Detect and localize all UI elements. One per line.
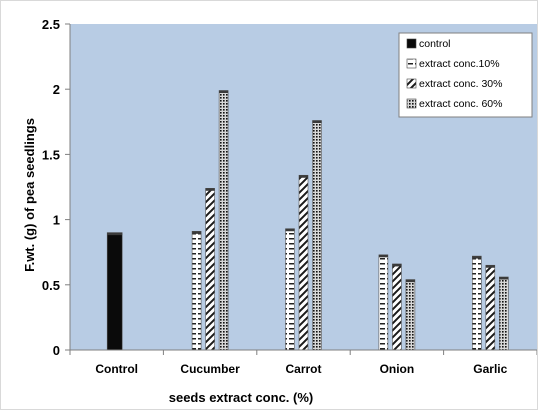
bar-control-series-0 (106, 232, 123, 351)
bar-carrot-series-1 (285, 228, 295, 351)
bar-cucumber-series-3 (218, 90, 229, 351)
bar-cap (192, 231, 202, 234)
x-tick-label-cucumber: Cucumber (180, 362, 240, 376)
bar-garlic-series-2 (485, 264, 496, 351)
legend-items: control extract conc.10% extract conc. 30%… (406, 38, 502, 110)
bar-cap (107, 232, 123, 236)
y-tick-label: 0.5 (42, 278, 60, 293)
bar-onion-series-1 (378, 254, 389, 351)
bar-cap (299, 175, 308, 178)
legend-swatch-3 (406, 98, 417, 109)
bar-cap (392, 263, 402, 267)
bar-cap (312, 120, 322, 123)
legend: control extract conc.10% extract conc. 30%… (398, 32, 533, 118)
bar-carrot-series-2 (298, 174, 309, 351)
legend-label-3: extract conc. 60% (419, 98, 502, 110)
bar-carrot-series-3 (312, 120, 322, 351)
x-axis-label: seeds extract conc. (%) (169, 390, 314, 405)
bar-cap (499, 276, 509, 280)
bar-cap (205, 188, 215, 191)
bar-garlic-series-1 (471, 255, 482, 351)
bar-cap (219, 90, 229, 94)
bar-cap (285, 228, 295, 232)
bar-cucumber-series-1 (191, 231, 202, 351)
bar-cap (472, 256, 482, 259)
bar-cap (405, 279, 415, 283)
y-tick-label: 2 (53, 82, 60, 97)
y-tick-label: 0 (53, 343, 60, 358)
bar-onion-series-3 (405, 279, 416, 351)
bars-layer (106, 90, 509, 351)
y-axis-label: F.wt. (g) of pea seedlings (22, 118, 37, 272)
legend-label-0: control (419, 38, 451, 50)
x-tick-label-carrot: Carrot (285, 362, 321, 376)
legend-box (398, 32, 533, 118)
x-tick-label-onion: Onion (380, 362, 415, 376)
labels-layer: 0 0.5 1 1.5 2 2.5 Control Cucumber Carrot Onion Ga… (42, 17, 508, 376)
legend-swatch-1 (406, 58, 417, 69)
legend-label-1: extract conc.10% (419, 58, 500, 70)
axes-layer (65, 23, 538, 355)
legend-swatch-2 (406, 78, 417, 89)
x-tick-label-control: Control (95, 362, 138, 376)
bar-garlic-series-3 (498, 276, 509, 351)
y-tick-label: 1.5 (42, 147, 60, 162)
bar-cap (378, 254, 388, 258)
bar-cap (485, 265, 495, 268)
bar-onion-series-2 (392, 263, 402, 351)
legend-swatch-0 (406, 38, 417, 49)
y-tick-label: 2.5 (42, 17, 60, 32)
x-tick-label-garlic: Garlic (473, 362, 507, 376)
bar-cucumber-series-2 (205, 188, 215, 351)
y-tick-label: 1 (53, 213, 60, 228)
legend-label-2: extract conc. 30% (419, 78, 502, 90)
